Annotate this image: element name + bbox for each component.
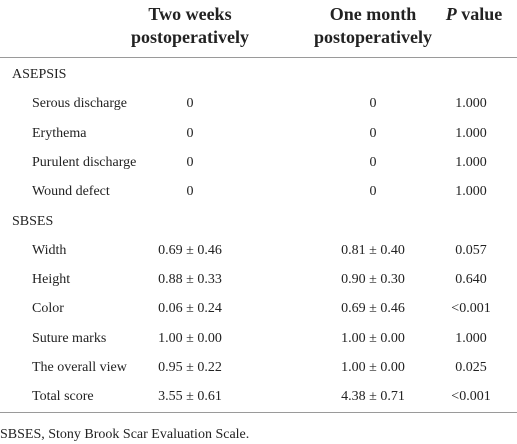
cell-value: 4.38 ± 0.71 <box>341 389 405 405</box>
cell-value: 0 <box>369 154 377 170</box>
header-rule <box>0 57 517 58</box>
cell-value: 0 <box>369 125 377 141</box>
cell-value: 0 <box>186 154 194 170</box>
footnote: SBSES, Stony Brook Scar Evaluation Scale… <box>0 427 250 442</box>
row-label: Serous discharge <box>32 96 127 112</box>
cell-value: 0.88 ± 0.33 <box>158 272 222 288</box>
row-label: Suture marks <box>32 330 107 346</box>
cell-value: 1.000 <box>455 330 487 346</box>
cell-value: 0.81 ± 0.40 <box>341 242 405 258</box>
column-header: One month postoperatively <box>314 4 432 47</box>
cell-value: 0.057 <box>455 242 487 258</box>
row-label: Erythema <box>32 125 87 141</box>
section-title: ASEPSIS <box>12 67 67 82</box>
cell-value: 0.69 ± 0.46 <box>158 242 222 258</box>
cell-value: 1.00 ± 0.00 <box>341 330 405 346</box>
cell-value: 0.90 ± 0.30 <box>341 272 405 288</box>
bottom-rule <box>0 412 517 413</box>
row-label: Height <box>32 272 71 288</box>
cell-value: 1.00 ± 0.00 <box>158 330 222 346</box>
cell-value: 0 <box>186 96 194 112</box>
cell-value: 1.000 <box>455 125 487 141</box>
row-label: Width <box>32 242 67 258</box>
section-title: SBSES <box>12 213 54 229</box>
cell-value: 0 <box>186 184 194 200</box>
cell-value: <0.001 <box>451 301 491 317</box>
p-text: value <box>461 4 503 24</box>
p-value-header: P value <box>436 3 512 26</box>
cell-value: 0 <box>186 125 194 141</box>
cell-value: 1.000 <box>455 154 487 170</box>
row-label: Total score <box>32 389 94 405</box>
cell-value: 1.00 ± 0.00 <box>341 360 405 375</box>
cell-value: 0.69 ± 0.46 <box>341 301 405 317</box>
cell-value: <0.001 <box>451 389 491 405</box>
row-label: Purulent discharge <box>32 154 137 170</box>
cell-value: 1.000 <box>455 184 487 200</box>
cell-value: 0.640 <box>455 272 487 288</box>
cell-value: 0.06 ± 0.24 <box>158 301 222 317</box>
cell-value: 0 <box>369 184 377 200</box>
p-italic: P <box>445 4 457 24</box>
column-header: Two weeks postoperatively <box>131 4 249 47</box>
row-label: The overall view <box>32 360 127 375</box>
cell-value: 1.000 <box>455 96 487 112</box>
cell-value: 0.95 ± 0.22 <box>158 360 222 375</box>
row-label: Color <box>32 301 64 317</box>
cell-value: 0.025 <box>455 360 487 375</box>
row-label: Wound defect <box>32 184 110 200</box>
cell-value: 0 <box>369 96 377 112</box>
cell-value: 3.55 ± 0.61 <box>158 389 222 405</box>
